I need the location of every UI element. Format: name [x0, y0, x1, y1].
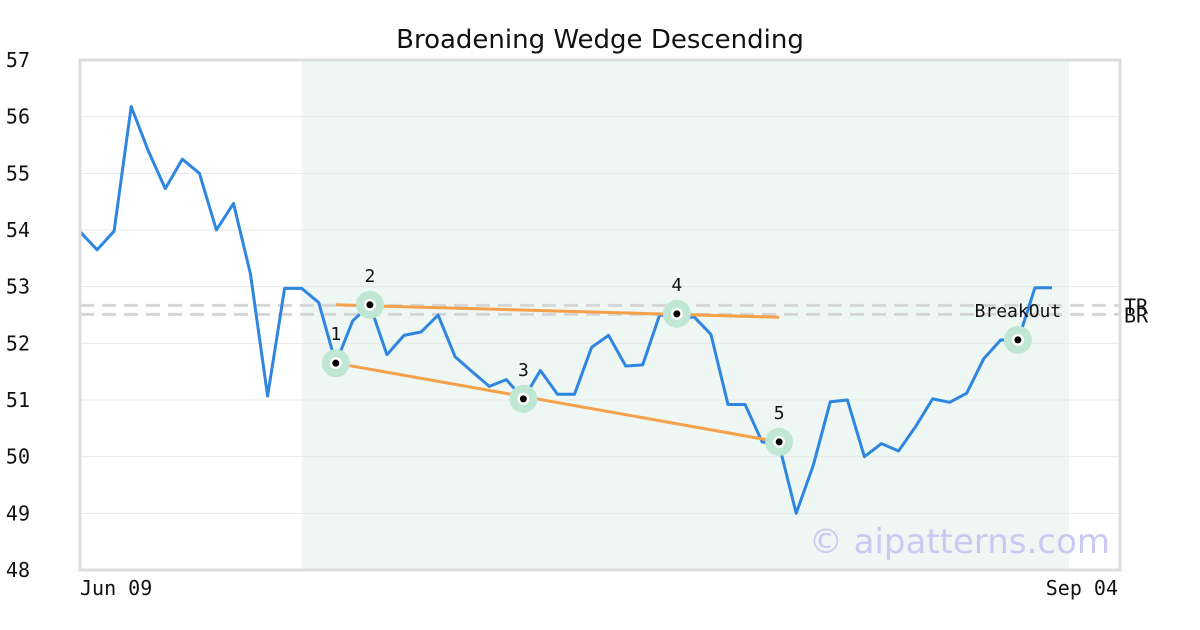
chart-title: Broadening Wedge Descending	[396, 25, 804, 55]
plot-frame	[78, 58, 1122, 572]
trend-line	[335, 303, 780, 319]
trend-line	[335, 361, 780, 444]
watermark: © aipatterns.com	[809, 522, 1110, 562]
y-tick-label: 48	[6, 558, 30, 582]
pattern-point-dot	[519, 395, 527, 403]
y-tick-label: 52	[6, 331, 30, 355]
pattern-point-dot	[673, 310, 681, 318]
y-tick-label: 54	[6, 218, 30, 242]
pattern-point-dot	[775, 438, 783, 446]
y-tick-label: 50	[6, 445, 30, 469]
pattern-point-label: 1	[330, 324, 341, 345]
y-tick-label: 56	[6, 105, 30, 129]
reference-line-label: BR	[1124, 303, 1149, 327]
y-tick-label: 49	[6, 501, 30, 525]
pattern-point-dot	[366, 301, 374, 309]
series-layer	[78, 105, 1052, 515]
pattern-points-layer: 1 2 3 4 5 BreakOut	[321, 266, 1062, 456]
y-tick-label: 53	[6, 275, 30, 299]
x-tick-label: Jun 09	[80, 576, 152, 600]
pattern-point-label: 3	[518, 360, 529, 381]
price-series-line	[78, 105, 1052, 515]
pattern-point-dot	[332, 359, 340, 367]
y-tick-label: 57	[6, 48, 30, 72]
x-tick-label: Sep 04	[1046, 576, 1118, 600]
pattern-point-label: 5	[774, 403, 785, 424]
pattern-point-label: BreakOut	[975, 301, 1062, 322]
y-tick-label: 55	[6, 161, 30, 185]
trend-lines-layer	[335, 303, 780, 444]
pattern-point-label: 4	[671, 275, 682, 296]
pattern-point-label: 2	[364, 266, 375, 287]
reference-line-label: TR	[1124, 294, 1149, 318]
y-tick-label: 51	[6, 388, 30, 412]
pattern-point-dot	[1014, 336, 1022, 344]
